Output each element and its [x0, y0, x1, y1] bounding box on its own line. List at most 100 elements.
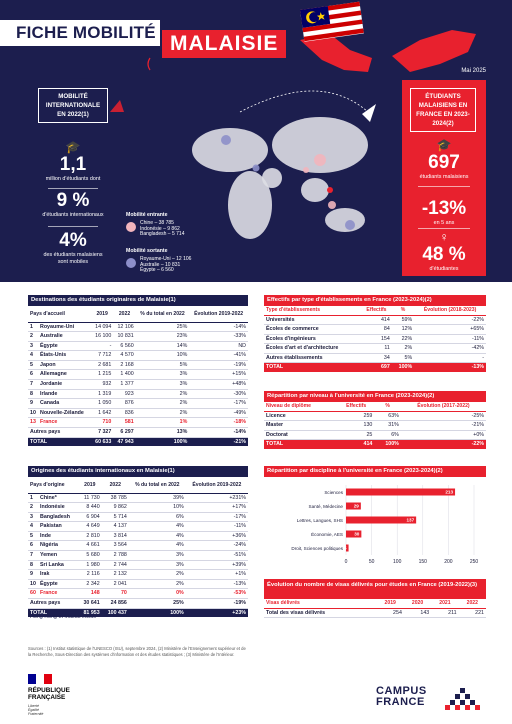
bar-value-label: 5 — [344, 546, 347, 551]
right-panel-title: ÉTUDIANTS MALAISIENS EN FRANCE EN 2023-2… — [410, 88, 476, 132]
legend-outgoing-dot — [126, 258, 136, 268]
republique-francaise-logo: RÉPUBLIQUE FRANÇAISE Liberté Égalité Frater… — [28, 674, 70, 716]
table-row: 9 Irak 2 116 2 132 2% +1% — [28, 569, 248, 580]
female-symbol-icon: ♀ — [439, 230, 449, 244]
table-row: Écoles d'art et d'architecture 11 2% -42% — [264, 343, 486, 354]
visa-table: Évolution du nombre de visas délivrés po… — [264, 579, 486, 619]
table-title: Évolution du nombre de visas délivrés po… — [264, 579, 486, 599]
legend-incoming: Mobilité entrante Chine – 38 785 Indonés… — [126, 212, 185, 238]
table-row: 5 Inde 2 810 3 814 4% +36% — [28, 531, 248, 542]
table-row: 6 Nigéria 4 661 3 564 4% -24% — [28, 540, 248, 552]
category-label: Santé, Médecine — [309, 504, 344, 509]
bar — [346, 502, 361, 510]
table-total-row: TOTAL 60 633 47 943 100% -21% — [28, 437, 248, 447]
category-label: Droit, Sciences politiques — [291, 546, 343, 551]
origins-table: Origines des étudiants internationaux en… — [28, 466, 248, 618]
bar — [346, 488, 456, 496]
x-tick-label: 150 — [419, 559, 428, 565]
table-row: 10 Nouvelle-Zélande 1 642 836 2% -49% — [28, 408, 248, 419]
legend-incoming-dot — [126, 222, 136, 232]
table-row: Total des visas délivrés 254 143 211 221 — [264, 608, 486, 619]
table-row: 4 Pakistan 4 649 4 137 4% -11% — [28, 521, 248, 532]
malaysia-marker — [327, 187, 333, 193]
x-tick-label: 200 — [444, 559, 453, 565]
campus-france-logo: CAMPUS FRANCE — [376, 686, 480, 710]
malaysia-borneo-shape — [392, 30, 476, 72]
x-tick-label: 50 — [369, 559, 375, 565]
table-row: Écoles d'ingénieurs 154 22% -11% — [264, 334, 486, 345]
table-title: Origines des étudiants internationaux en… — [28, 466, 248, 477]
table-row: 10 Égypte 2 342 2 041 2% -13% — [28, 579, 248, 590]
destinations-table: Destinations des étudiants originaires d… — [28, 295, 248, 447]
table-row: 8 Irlande 1 319 923 2% -30% — [28, 389, 248, 400]
table-row: Master 130 31% -21% — [264, 420, 486, 431]
left-panel-title: MOBILITÉ INTERNATIONALE EN 2022(1) — [38, 88, 108, 123]
table-title: Répartition par niveau à l'université en… — [264, 391, 486, 402]
table-row: 60 France 148 70 0% -53% — [28, 588, 248, 600]
category-label: Économie, AES — [311, 531, 343, 537]
table-total-row: TOTAL 81 953 100 437 100% +23% — [28, 608, 248, 618]
table-row: 2 Australie 16 100 10 831 23% -33% — [28, 331, 248, 342]
degree-level-table: Répartition par niveau à l'université en… — [264, 391, 486, 449]
kpi-mobile-share: 4% des étudiants malaisiens sont mobiles — [43, 230, 103, 265]
campus-france-emblem-icon — [445, 688, 480, 710]
title-strip — [0, 20, 160, 46]
discipline-chart-header: Répartition par discipline à l'universit… — [264, 466, 486, 477]
divider — [418, 186, 470, 187]
publication-date: Mai 2025 — [461, 68, 486, 74]
footnote: *Hong Kong et Macao inclus — [28, 614, 97, 620]
table-row: 7 Yemen 5 680 2 788 3% -51% — [28, 550, 248, 561]
table-row: 1 Royaume-Uni 14 094 12 106 25% -14% — [28, 322, 248, 333]
x-tick-label: 250 — [470, 559, 479, 565]
bar — [346, 516, 417, 524]
table-row: Écoles de commerce 84 12% +65% — [264, 324, 486, 335]
table-row: 3 Égypte -6 560 14% ND — [28, 341, 248, 352]
x-tick-label: 100 — [393, 559, 402, 565]
table-row: Doctorat 25 6% +0% — [264, 430, 486, 441]
table-row: Licence 259 63% -25% — [264, 411, 486, 422]
discipline-bar-chart: 0 50 100 150 200 250 Sciences 213 Santé, Médecin… — [291, 485, 479, 565]
table-row: 5 Japon 2 681 2 168 5% -19% — [28, 360, 248, 371]
bar — [346, 544, 349, 552]
kpi-international-share: 9 % d'étudiants internationaux — [42, 190, 104, 218]
graduation-cap-icon: 🎓 — [65, 140, 81, 154]
hero-banner: FICHE MOBILITÉ MALAISIE Mai 2025 MOBILIT… — [0, 0, 512, 282]
chart-title: Répartition par discipline à l'universit… — [264, 466, 486, 477]
world-map-illustration — [110, 1, 476, 239]
table-row: 9 Canada 1 050 876 2% -17% — [28, 398, 248, 409]
bar-value-label: 213 — [445, 490, 453, 495]
table-total-row: TOTAL 414 100% -22% — [264, 439, 486, 449]
divider — [48, 226, 98, 227]
malaysia-peninsula-shape — [300, 34, 372, 72]
table-row: Universités 414 59% -22% — [264, 315, 486, 326]
table-title: Destinations des étudiants originaires d… — [28, 295, 248, 306]
country-title: MALAISIE — [162, 30, 287, 58]
paper-plane-icon — [362, 104, 376, 122]
divider — [418, 228, 470, 229]
sources: Sources : (1) Institut statistique de l'… — [28, 646, 246, 657]
table-row: Autres établissements 34 5% - — [264, 353, 486, 364]
divider — [48, 188, 98, 189]
establishment-type-table: Effectifs par type d'établissements en F… — [264, 295, 486, 373]
page-title: FICHE MOBILITÉ — [16, 23, 156, 42]
category-label: Sciences — [324, 490, 343, 495]
bar — [346, 530, 362, 538]
kpi-malaysian-students: 🎓 697 étudiants malaisiens — [402, 138, 486, 181]
malaysia-flag — [300, 1, 364, 42]
table-row: 6 Allemagne 1 215 1 400 3% +15% — [28, 369, 248, 381]
table-row: 7 Jordanie 932 1 377 3% +48% — [28, 379, 248, 390]
bar-value-label: 137 — [406, 518, 414, 523]
x-tick-label: 0 — [345, 559, 348, 565]
table-row: 13 France 710 581 1% -18% — [28, 417, 248, 429]
table-row: 1 Chine* 11 730 38 785 39% +231% — [28, 493, 248, 504]
legend-outgoing: Mobilité sortante Royaume-Uni – 12 106 A… — [126, 248, 192, 274]
bar-value-label: 30 — [354, 532, 360, 537]
french-flag-icon — [28, 674, 52, 684]
table-row: Autres pays 7 327 6 297 13% -14% — [28, 427, 248, 438]
category-label: Lettres, Langues, SHS — [297, 518, 343, 523]
table-row: 4 États-Unis 7 712 4 570 10% -41% — [28, 350, 248, 361]
bar-value-label: 29 — [354, 504, 360, 509]
table-row: 2 Indonésie 8 440 9 862 10% +17% — [28, 502, 248, 513]
graduation-cap-icon: 🎓 — [436, 138, 452, 152]
table-row: 3 Bangladesh 6 904 5 714 6% -17% — [28, 512, 248, 523]
